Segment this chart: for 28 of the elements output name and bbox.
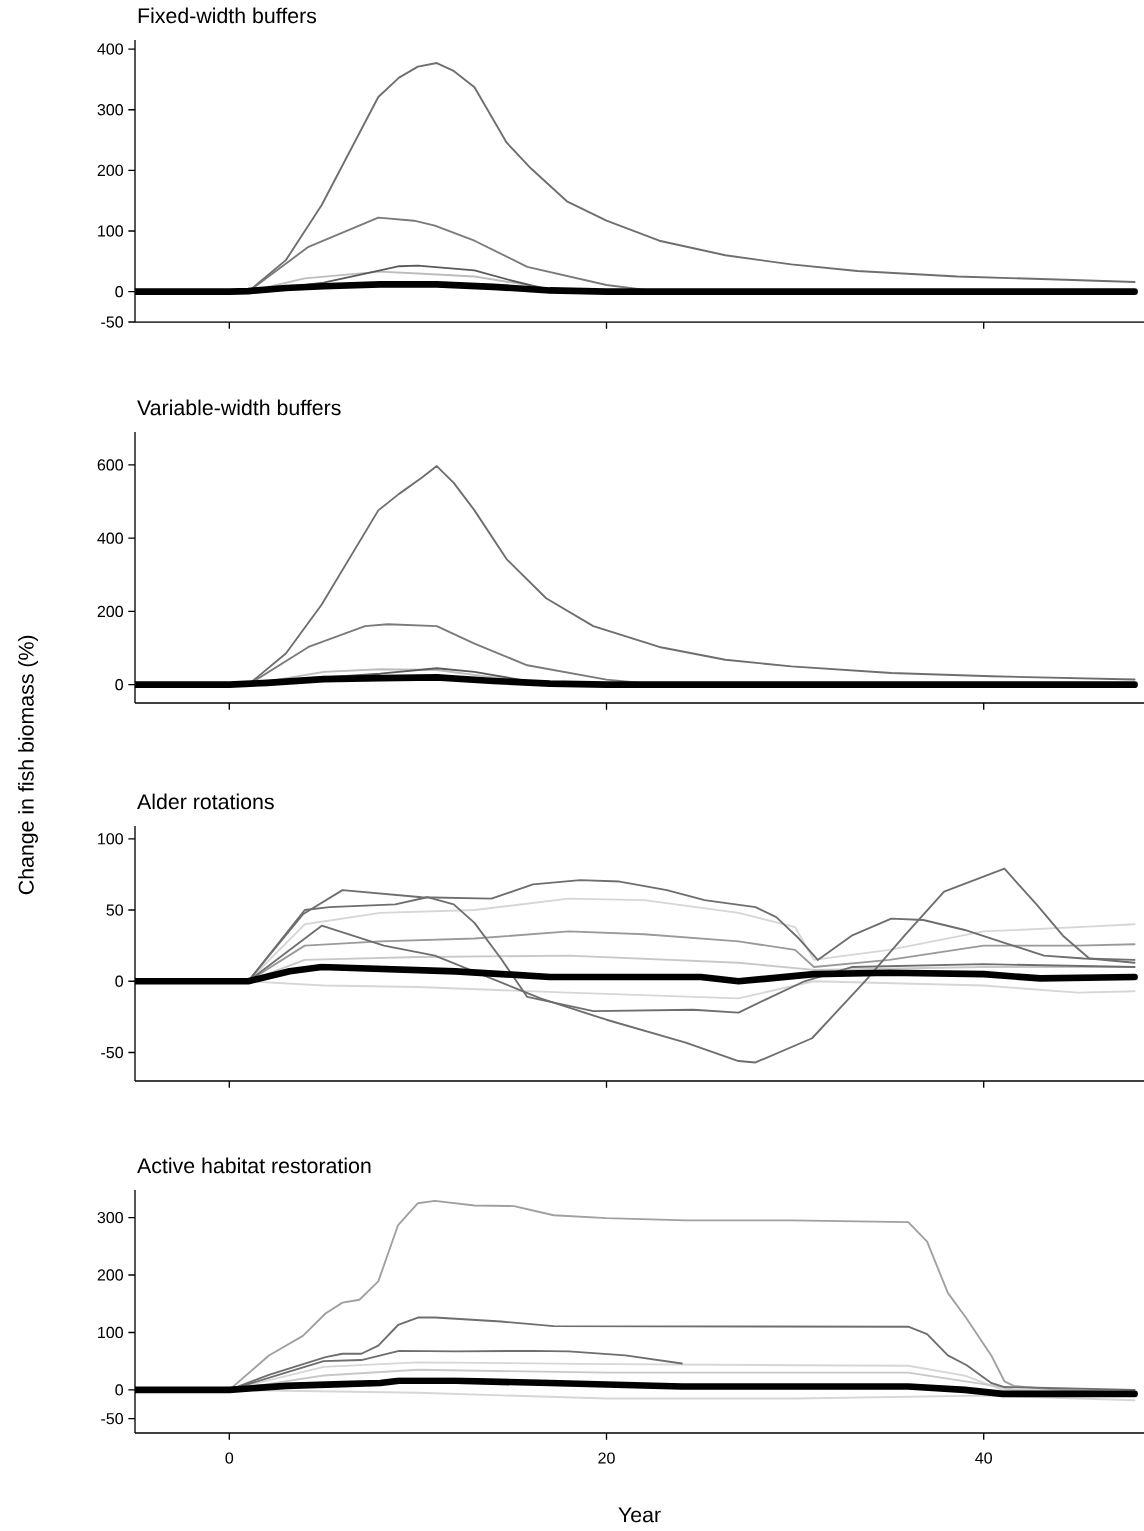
y-tick-label: -50 — [101, 1046, 123, 1059]
y-tick-label: -50 — [101, 1412, 123, 1425]
y-tick-label: 300 — [97, 104, 123, 116]
y-tick-label: 200 — [97, 1269, 123, 1281]
chart-title: Fixed-width buffers — [138, 7, 317, 24]
y-tick-label: 300 — [97, 1211, 123, 1224]
chart-title: Alder rotations — [137, 793, 274, 810]
y-tick-label: 50 — [106, 904, 123, 916]
y-tick-label: 200 — [97, 164, 123, 177]
y-tick-label: 0 — [115, 679, 123, 691]
y-tick-label: 400 — [97, 43, 123, 55]
y-tick-label: 400 — [97, 532, 123, 544]
y-tick-label: 0 — [115, 975, 123, 987]
y-tick-label: 200 — [97, 605, 123, 618]
chart-title: Active habitat restoration — [137, 1157, 371, 1174]
x-tick-label: 40 — [975, 1452, 992, 1464]
x-axis-title: Year — [618, 1507, 661, 1523]
y-tick-label: 0 — [115, 1384, 123, 1396]
y-tick-label: 100 — [98, 225, 123, 237]
y-tick-label: 600 — [97, 459, 123, 471]
y-tick-label: -50 — [101, 316, 123, 328]
x-tick-label: 20 — [598, 1452, 615, 1464]
x-tick-label: 0 — [225, 1452, 234, 1464]
y-tick-label: 100 — [98, 1326, 123, 1339]
chart-title: Variable-width buffers — [137, 399, 341, 416]
y-tick-label: 100 — [98, 833, 123, 845]
y-axis-title: Change in fish biomass (%) — [18, 635, 38, 895]
y-tick-label: 0 — [115, 286, 123, 298]
